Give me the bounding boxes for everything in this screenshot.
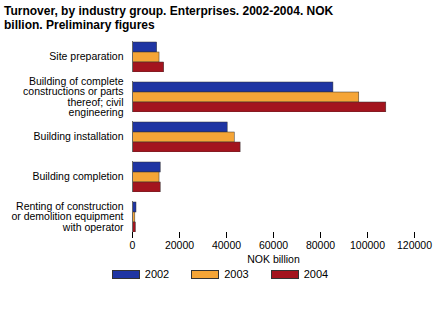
html-text:Turnover, by industry group. E: Turnover, by industry group. Enterprises… — [4, 4, 334, 32]
svg-text:60000: 60000 — [259, 239, 288, 251]
svg-text:Building of completeconstructi: Building of completeconstructions or par… — [23, 75, 124, 119]
html-text:2002: 2002 — [144, 268, 170, 280]
html-text:2003: 2003 — [224, 268, 249, 280]
html-text:2004: 2004 — [303, 268, 329, 280]
svg-text:Renting of constructionor demo: Renting of constructionor demolition equ… — [11, 200, 124, 233]
svg-text:120000: 120000 — [397, 239, 432, 251]
svg-text:Building completion: Building completion — [32, 170, 123, 182]
svg-text:Site preparation: Site preparation — [49, 50, 123, 62]
svg-text:80000: 80000 — [306, 239, 335, 251]
svg-text:20000: 20000 — [165, 239, 194, 251]
svg-text:0: 0 — [130, 239, 136, 251]
svg-text:Building installation: Building installation — [34, 130, 124, 142]
svg-text:NOK billion: NOK billion — [247, 253, 300, 265]
svg-text:100000: 100000 — [350, 239, 385, 251]
svg-text:40000: 40000 — [212, 239, 241, 251]
